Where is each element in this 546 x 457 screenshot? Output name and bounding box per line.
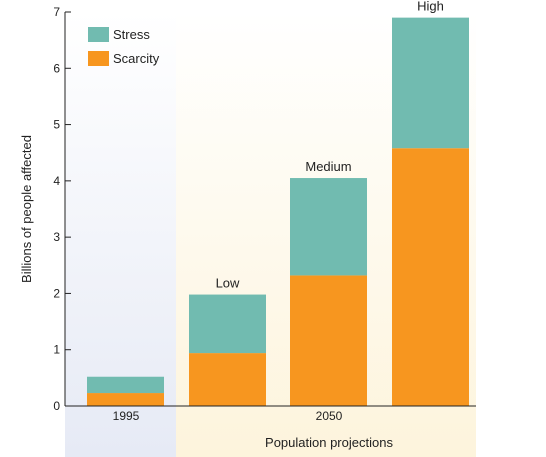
legend-label-stress: Stress bbox=[113, 27, 150, 42]
y-tick-label: 2 bbox=[53, 286, 60, 300]
y-tick-label: 4 bbox=[53, 174, 60, 188]
y-ticks: 0 1 2 3 4 5 6 7 bbox=[53, 5, 71, 413]
bars: Low Medium High bbox=[87, 0, 469, 406]
legend-label-scarcity: Scarcity bbox=[113, 51, 160, 66]
bar-stress bbox=[87, 376, 164, 394]
bar-scarcity bbox=[392, 148, 469, 406]
y-tick-label: 1 bbox=[53, 343, 60, 357]
y-tick-label: 6 bbox=[53, 61, 60, 75]
y-tick-label: 5 bbox=[53, 118, 60, 132]
bar-label: High bbox=[417, 0, 444, 14]
bar-label: Low bbox=[216, 276, 240, 291]
group-label-1995: 1995 bbox=[113, 409, 140, 423]
bar-stress bbox=[392, 17, 469, 149]
x-axis-title: Population projections bbox=[265, 435, 393, 450]
y-tick-label: 0 bbox=[53, 399, 60, 413]
bar-label: Medium bbox=[305, 159, 351, 174]
legend-swatch-stress bbox=[88, 27, 109, 42]
bar-scarcity bbox=[290, 275, 367, 406]
group-label-2050: 2050 bbox=[316, 409, 343, 423]
y-axis-title: Billions of people affected bbox=[19, 135, 34, 283]
legend-swatch-scarcity bbox=[88, 51, 109, 66]
bar-stress bbox=[290, 178, 367, 276]
legend: Stress Scarcity bbox=[88, 27, 160, 66]
bar-scarcity bbox=[87, 393, 164, 406]
y-tick-label: 3 bbox=[53, 230, 60, 244]
y-tick-label: 7 bbox=[53, 5, 60, 19]
bar-stress bbox=[189, 294, 266, 354]
bar-scarcity bbox=[189, 353, 266, 406]
